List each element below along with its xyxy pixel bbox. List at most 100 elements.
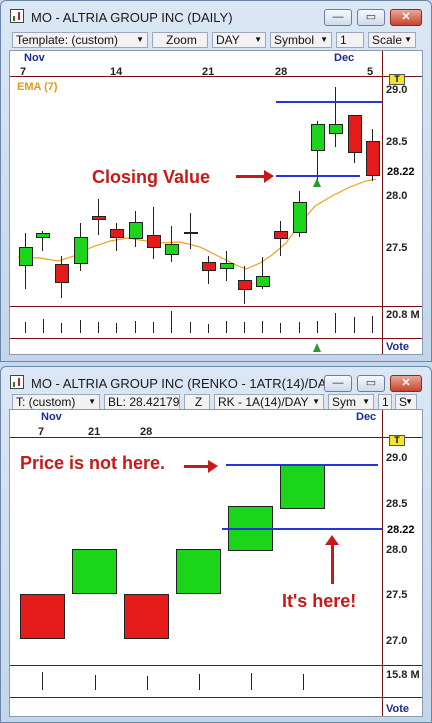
volume-bar <box>251 673 252 690</box>
zoom-button[interactable]: Zoom <box>152 32 208 48</box>
ema-legend: EMA (7) <box>17 81 58 93</box>
minimize-button[interactable]: — <box>324 9 352 26</box>
title-bar[interactable]: MO - ALTRIA GROUP INC (RENKO - 1ATR(14)/… <box>1 367 431 397</box>
month-label-nov: Nov <box>24 52 45 64</box>
candle-down <box>348 115 362 153</box>
date-label: 28 <box>140 426 153 438</box>
price-label: 28.5 <box>386 498 408 510</box>
title-bar[interactable]: MO - ALTRIA GROUP INC (DAILY) — ▭ ✕ <box>1 1 431 31</box>
volume-bar <box>61 323 62 333</box>
candle-wick <box>262 257 263 289</box>
volume-bar <box>80 320 81 333</box>
renko-chart-window: MO - ALTRIA GROUP INC (RENKO - 1ATR(14)/… <box>0 366 432 723</box>
symbol-dropdown[interactable]: Symbol <box>270 32 332 48</box>
today-flag-icon: T <box>389 435 405 446</box>
closing-price-line <box>276 175 360 177</box>
volume-bar <box>199 674 200 690</box>
close-button[interactable]: ✕ <box>390 375 422 392</box>
template-dropdown[interactable]: Template: (custom) <box>12 32 148 48</box>
volume-bar <box>25 322 26 333</box>
date-label: 7 <box>20 66 27 78</box>
vote-triangle-icon <box>313 343 321 352</box>
candle-down <box>110 229 124 238</box>
today-flag-icon: T <box>389 74 405 85</box>
month-label-nov: Nov <box>41 411 62 423</box>
price-label: 28.0 <box>386 544 408 556</box>
scale-dropdown[interactable]: Scale <box>368 32 416 48</box>
symbol-dropdown[interactable]: Sym <box>328 394 374 410</box>
candle-up <box>19 247 33 266</box>
volume-bar <box>262 321 263 333</box>
period-dropdown[interactable]: DAY <box>212 32 266 48</box>
volume-scale-label: 20.8 M <box>386 309 420 321</box>
date-label: 14 <box>110 66 123 78</box>
candle-doji <box>184 232 198 234</box>
candle-up <box>329 124 343 134</box>
high-price-line <box>276 101 382 103</box>
price-label: 28.0 <box>386 190 408 202</box>
candle-up <box>74 237 88 264</box>
volume-bar <box>335 313 336 333</box>
candle-up <box>293 202 307 233</box>
count-field[interactable]: 1 <box>378 394 392 410</box>
renko-brick-up <box>176 549 221 594</box>
candle-down <box>147 235 161 248</box>
window-title: MO - ALTRIA GROUP INC (DAILY) <box>31 10 233 25</box>
price-label: 27.5 <box>386 242 408 254</box>
candle-down <box>55 264 69 283</box>
count-field[interactable]: 1 <box>336 32 364 48</box>
its-here-annotation: It's here! <box>282 591 357 611</box>
chart-toolbar: T: (custom) BL: 28.42179 Z RK - 1A(14)/D… <box>9 394 423 412</box>
chart-app-icon <box>10 9 24 23</box>
month-label-dec: Dec <box>356 411 377 423</box>
date-label: 5 <box>367 66 374 78</box>
date-label: 28 <box>275 66 288 78</box>
volume-divider <box>10 665 422 666</box>
scale-dropdown[interactable]: S <box>395 394 417 410</box>
volume-bar <box>208 324 209 333</box>
candle-up <box>129 222 143 239</box>
renko-brick-down <box>20 594 65 639</box>
volume-bar <box>153 322 154 333</box>
volume-bar <box>372 316 373 333</box>
date-axis-divider <box>10 437 422 438</box>
volume-bar <box>303 674 304 690</box>
month-label-dec: Dec <box>334 52 355 64</box>
close-button[interactable]: ✕ <box>390 9 422 26</box>
volume-bar <box>244 322 245 333</box>
volume-bar <box>190 322 191 333</box>
candle-down <box>366 141 380 176</box>
volume-bar <box>354 317 355 333</box>
its-here-arrow-icon <box>325 535 339 584</box>
last-price-label: 28.22 <box>383 165 422 179</box>
candle-wick <box>317 121 318 183</box>
closing-value-annotation: Closing Value <box>92 167 211 187</box>
renko-brick-up <box>72 549 117 594</box>
candle-up <box>311 124 325 151</box>
date-label: 21 <box>88 426 101 438</box>
volume-bar <box>147 676 148 690</box>
price-label: 27.0 <box>386 635 408 647</box>
maximize-button[interactable]: ▭ <box>357 9 385 26</box>
volume-bar <box>299 322 300 333</box>
baseline-field[interactable]: BL: 28.42179 <box>104 394 180 410</box>
price-label: 28.5 <box>386 136 408 148</box>
daily-price-chart[interactable]: Nov Dec 7 14 21 28 5 T EMA (7) 29.0 28.5… <box>9 50 423 355</box>
maximize-button[interactable]: ▭ <box>357 375 385 392</box>
closing-arrow-icon <box>236 170 274 183</box>
price-axis-line <box>382 51 383 354</box>
renko-brick-down <box>124 594 169 639</box>
template-dropdown[interactable]: T: (custom) <box>12 394 100 410</box>
signal-triangle-icon <box>313 178 321 187</box>
renko-price-chart[interactable]: Nov Dec 7 21 28 T 29.0 28.5 28.22 28.0 2… <box>9 409 423 717</box>
candle-down <box>202 262 216 271</box>
volume-bar <box>226 321 227 333</box>
minimize-button[interactable]: — <box>324 375 352 392</box>
last-price-label: 28.22 <box>383 523 422 537</box>
closing-price-line <box>222 528 382 530</box>
candle-wick <box>42 231 43 251</box>
renko-dropdown[interactable]: RK - 1A(14)/DAY <box>214 394 324 410</box>
zoom-button[interactable]: Z <box>184 394 210 410</box>
volume-bar <box>98 322 99 333</box>
candle-wick <box>335 87 336 147</box>
